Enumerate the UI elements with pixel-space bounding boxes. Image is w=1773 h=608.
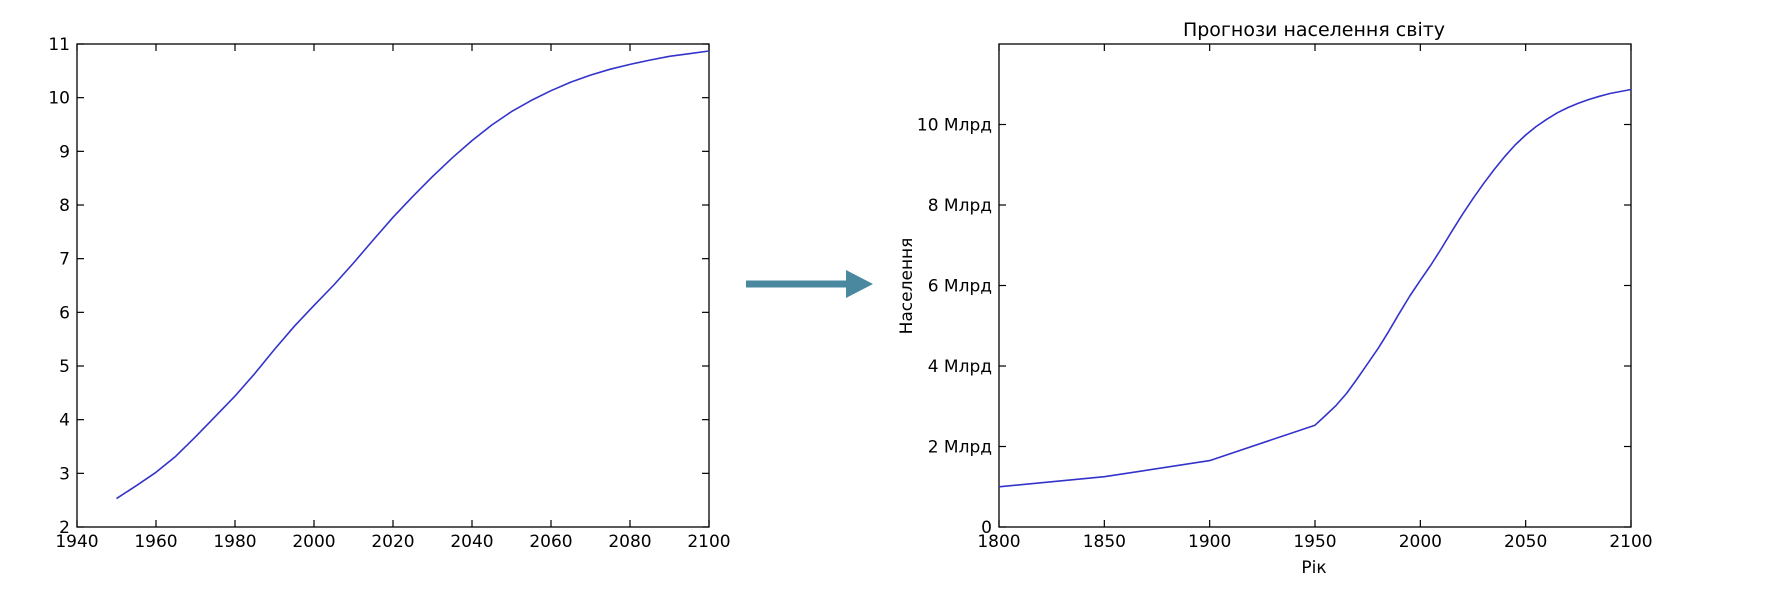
x-tick-label: 2060 <box>529 532 572 552</box>
right-arrow-icon <box>746 270 873 298</box>
x-tick-label: 1800 <box>977 532 1020 552</box>
y-tick-label: 4 Млрд <box>928 357 992 377</box>
x-tick-label: 1950 <box>1293 532 1336 552</box>
x-tick-label: 1940 <box>55 532 98 552</box>
x-tick-label: 2050 <box>1504 532 1547 552</box>
y-tick-label: 2 Млрд <box>928 438 992 458</box>
chart-title: Прогнози населення світу <box>1183 19 1445 41</box>
series-layer <box>116 50 710 500</box>
chart-left: 1940 1960 1980 2000 2020 2040 2060 2080 2100 2 3 4 5… <box>48 35 730 552</box>
y-tick-label: 6 Млрд <box>928 277 992 297</box>
y-tick-label: 10 Млрд <box>917 116 992 136</box>
series-line <box>116 50 710 500</box>
x-tick-label: 1900 <box>1188 532 1231 552</box>
y-tick-label: 3 <box>59 464 70 484</box>
y-tick-label: 7 <box>59 250 70 270</box>
x-tick-label: 2100 <box>687 532 730 552</box>
x-tick-label: 1960 <box>134 532 177 552</box>
y-tick-label: 11 <box>48 35 70 55</box>
y-tick-label: 8 <box>59 196 70 216</box>
x-tick-label: 1980 <box>213 532 256 552</box>
x-tick-label: 2080 <box>608 532 651 552</box>
plot-frame <box>76 43 710 528</box>
series-line <box>998 88 1632 488</box>
x-tick-label: 2100 <box>1609 532 1652 552</box>
y-tick-label: 0 <box>981 518 992 538</box>
x-tick-label: 2000 <box>1399 532 1442 552</box>
x-axis-label: Рік <box>1301 558 1326 578</box>
chart-right: Прогнози населення світу 1800 1850 1900 195… <box>897 19 1653 578</box>
x-tick-label: 2040 <box>450 532 493 552</box>
y-tick-label: 9 <box>59 142 70 162</box>
y-tick-label: 6 <box>59 303 70 323</box>
x-tick-label: 2020 <box>371 532 414 552</box>
y-axis-label: Населення <box>897 238 917 335</box>
y-tick-label: 2 <box>59 518 70 538</box>
y-tick-label: 4 <box>59 411 70 431</box>
x-tick-label: 2000 <box>292 532 335 552</box>
y-tick-label: 10 <box>48 89 70 109</box>
series-layer <box>998 88 1632 488</box>
axis-ticks: 1800 1850 1900 1950 2000 2050 2100 0 2 Млрд 4 Млр… <box>917 44 1653 552</box>
y-tick-label: 8 Млрд <box>928 196 992 216</box>
y-tick-label: 5 <box>59 357 70 377</box>
axis-ticks: 1940 1960 1980 2000 2020 2040 2060 2080 2100 2 3 4 5… <box>48 35 730 552</box>
x-tick-label: 1850 <box>1083 532 1126 552</box>
plot-frame <box>998 43 1632 528</box>
